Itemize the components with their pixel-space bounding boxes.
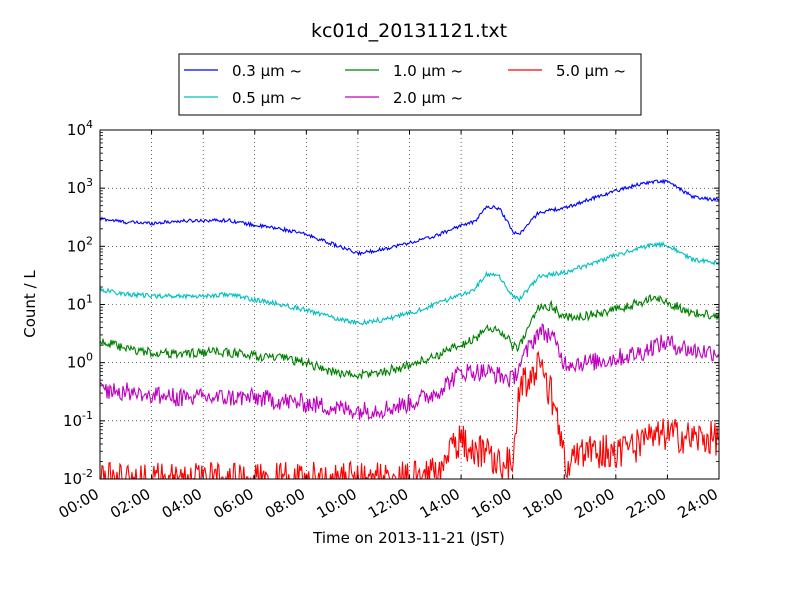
- legend-label: 5.0 μm ~: [556, 62, 626, 80]
- series-line: [100, 322, 719, 421]
- y-tick-label: 100: [67, 351, 93, 372]
- legend: 0.3 μm ~ 0.5 μm ~ 1.0 μm ~ 2.0 μm ~ 5.0 μm ~: [178, 53, 642, 116]
- y-tick-label: 10-2: [63, 467, 93, 488]
- legend-label: 0.3 μm ~: [232, 62, 302, 80]
- y-tick-label: 101: [67, 293, 93, 314]
- legend-label: 0.5 μm ~: [232, 89, 302, 107]
- legend-label: 2.0 μm ~: [393, 89, 463, 107]
- x-axis-label: Time on 2013-11-21 (JST): [312, 529, 505, 547]
- legend-box: [178, 53, 642, 116]
- y-tick-label: 10-1: [63, 409, 93, 430]
- y-tick-label: 103: [67, 176, 93, 197]
- series-line: [100, 241, 719, 326]
- series-line: [100, 178, 719, 257]
- data-layer: [100, 178, 719, 479]
- y-tick-label: 104: [67, 118, 93, 139]
- series-line: [100, 293, 719, 380]
- legend-label: 1.0 μm ~: [393, 62, 463, 80]
- y-tick-label: 102: [67, 234, 93, 255]
- chart-title: kc01d_20131121.txt: [311, 20, 507, 42]
- y-axis-label: Count / L: [21, 270, 39, 338]
